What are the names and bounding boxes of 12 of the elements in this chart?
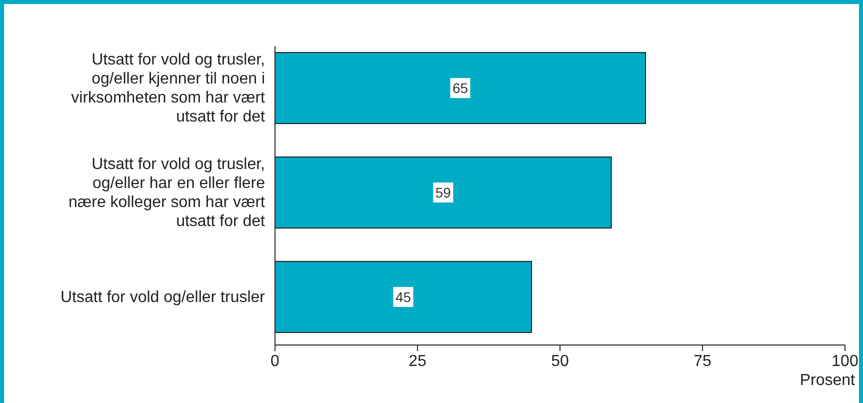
x-tick-label: 75 <box>694 353 712 370</box>
x-axis-title: Prosent <box>800 372 856 389</box>
x-tick-label: 100 <box>832 353 858 370</box>
x-tick-label: 50 <box>551 353 569 370</box>
y-tick-label: Utsatt for vold og/eller trusler <box>60 288 266 306</box>
y-tick-label: Utsatt for vold og trusler, og/eller har en eller flere nære kolleger som har vært utsatt for det <box>68 156 266 230</box>
data-label: 45 <box>395 288 412 305</box>
data-label: 59 <box>435 184 452 200</box>
data-label: 65 <box>452 80 468 96</box>
x-tick-label: 25 <box>408 353 426 370</box>
x-tick-label: 0 <box>270 353 280 370</box>
y-tick-label: Utsatt for vold og trusler, og/eller kjenner til noen i virksomheten som har vært utsatt for det <box>71 51 266 126</box>
